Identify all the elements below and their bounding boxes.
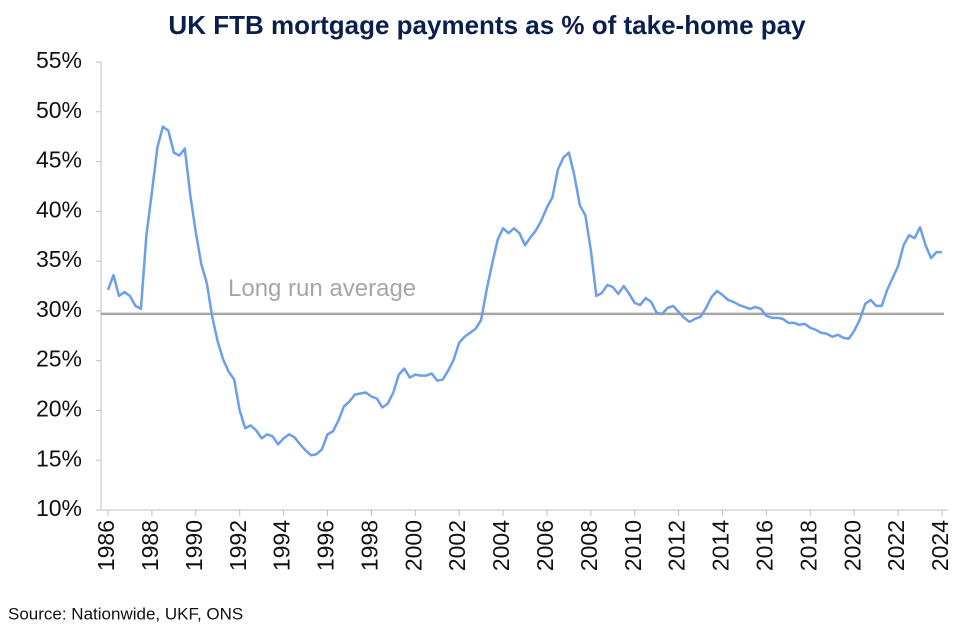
- y-tick-label: 55%: [36, 47, 82, 73]
- x-tick-label: 1994: [269, 520, 295, 571]
- x-tick-label: 2000: [400, 520, 426, 571]
- x-tick-label: 2016: [751, 520, 777, 571]
- x-tick-label: 1986: [93, 520, 119, 571]
- source-note: Source: Nationwide, UKF, ONS: [8, 604, 243, 623]
- y-tick-label: 45%: [36, 147, 82, 173]
- y-tick-label: 15%: [36, 445, 82, 471]
- x-tick-label: 1998: [356, 520, 382, 571]
- chart-title: UK FTB mortgage payments as % of take-ho…: [168, 10, 806, 40]
- x-tick-label: 1988: [137, 520, 163, 571]
- x-tick-label: 2022: [883, 520, 909, 571]
- x-tick-label: 2014: [708, 520, 734, 571]
- y-tick-label: 20%: [36, 396, 82, 422]
- x-tick-label: 2012: [664, 520, 690, 571]
- x-tick-label: 2018: [795, 520, 821, 571]
- x-tick-label: 2004: [488, 520, 514, 571]
- reference-label: Long run average: [228, 275, 416, 302]
- x-tick-label: 1992: [225, 520, 251, 571]
- x-tick-label: 2020: [839, 520, 865, 571]
- y-tick-label: 25%: [36, 346, 82, 372]
- x-tick-label: 2008: [576, 520, 602, 571]
- y-tick-label: 50%: [36, 97, 82, 123]
- y-tick-label: 10%: [36, 495, 82, 521]
- x-tick-label: 2024: [927, 520, 953, 571]
- y-tick-label: 30%: [36, 296, 82, 322]
- x-tick-label: 2002: [444, 520, 470, 571]
- data-line: [106, 125, 942, 457]
- x-tick-label: 2010: [620, 520, 646, 571]
- x-tick-label: 2006: [532, 520, 558, 571]
- x-tick-label: 1990: [181, 520, 207, 571]
- y-tick-label: 40%: [36, 196, 82, 222]
- x-tick-label: 1996: [313, 520, 339, 571]
- y-tick-label: 35%: [36, 246, 82, 272]
